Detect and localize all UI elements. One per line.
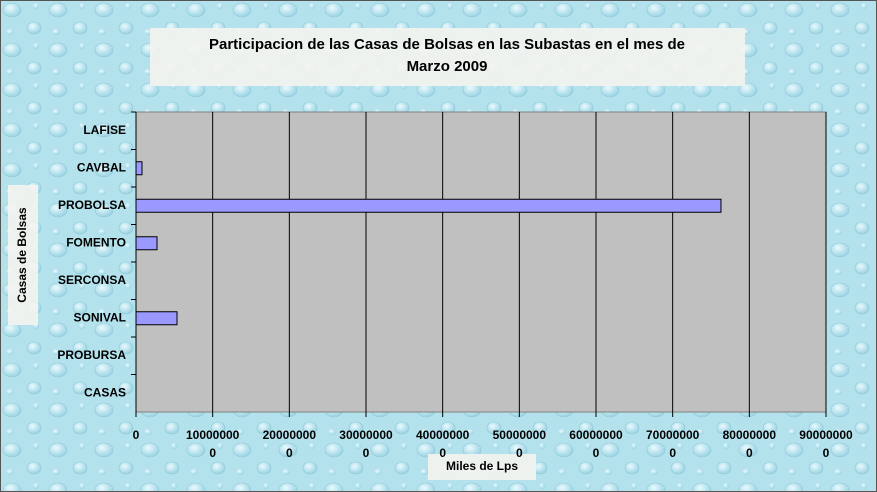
y-tick-label: SONIVAL — [74, 310, 126, 324]
y-tick-label: CASAS — [84, 385, 126, 399]
y-tick-label: CAVBAL — [77, 160, 126, 174]
bar — [135, 161, 143, 176]
plot-area — [135, 111, 827, 413]
x-tick-label: 0 — [133, 428, 140, 442]
x-tick-label: 30000000 0 — [339, 428, 393, 460]
y-axis-label: Casas de Bolsas — [15, 207, 29, 303]
y-tick-label: PROBURSA — [57, 348, 126, 362]
y-label-box — [8, 185, 38, 325]
chart-title: Participacion de las Casas de Bolsas en … — [209, 36, 685, 53]
title-box — [150, 28, 745, 86]
x-tick-label: 70000000 0 — [646, 428, 700, 460]
x-tick-label: 50000000 0 — [493, 428, 547, 460]
x-tick-label: 20000000 0 — [263, 428, 317, 460]
bar — [135, 198, 722, 213]
x-tick-label: 80000000 0 — [723, 428, 777, 460]
x-tick-label: 40000000 0 — [416, 428, 470, 460]
x-tick-label: 60000000 0 — [569, 428, 623, 460]
x-label-box — [428, 454, 536, 480]
y-tick-label: LAFISE — [83, 123, 126, 137]
bar — [135, 311, 178, 326]
x-tick-label: 90000000 0 — [799, 428, 853, 460]
chart-title: Marzo 2009 — [407, 58, 488, 75]
y-tick-label: SERCONSA — [58, 273, 126, 287]
y-tick-label: FOMENTO — [66, 235, 126, 249]
x-axis-label: Miles de Lps — [446, 459, 518, 473]
x-tick-label: 10000000 0 — [186, 428, 240, 460]
bar — [135, 236, 158, 251]
y-tick-label: PROBOLSA — [58, 198, 126, 212]
